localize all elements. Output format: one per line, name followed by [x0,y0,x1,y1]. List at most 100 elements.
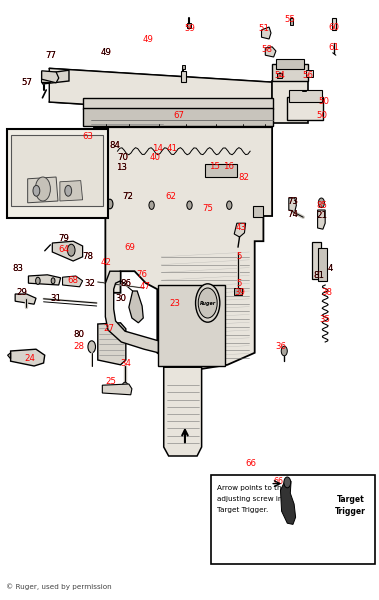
Text: 74: 74 [287,210,298,219]
Text: 28: 28 [73,342,85,351]
Circle shape [284,477,291,488]
Text: 64: 64 [58,245,69,253]
Polygon shape [42,71,59,83]
Text: 13: 13 [116,163,127,173]
Text: 86: 86 [120,278,132,287]
Text: 31: 31 [50,294,62,304]
Text: 47: 47 [139,283,150,291]
Bar [332,18,336,30]
Polygon shape [262,27,271,39]
Text: 25: 25 [105,377,116,385]
Polygon shape [289,198,296,211]
Text: 4: 4 [328,264,333,273]
Text: 80: 80 [73,330,85,340]
Polygon shape [265,47,276,57]
Polygon shape [42,70,69,84]
Text: 76: 76 [136,270,148,279]
Text: 82: 82 [238,173,249,181]
Bar [289,90,322,102]
Circle shape [51,278,55,284]
Text: 83: 83 [13,264,24,273]
Circle shape [227,201,232,209]
Text: 84: 84 [109,140,120,149]
Bar [306,70,313,77]
Bar [187,23,191,28]
Text: 49: 49 [143,34,153,43]
Polygon shape [28,275,61,285]
Text: © Ruger, used by permission: © Ruger, used by permission [6,583,111,590]
Polygon shape [94,127,272,369]
Text: 86: 86 [120,278,132,287]
Polygon shape [164,367,202,456]
Text: 55: 55 [284,14,296,23]
Text: 84: 84 [109,140,120,149]
Text: 81: 81 [313,271,325,280]
Text: 54: 54 [274,70,285,79]
Polygon shape [15,294,36,304]
Text: 81: 81 [313,271,325,280]
Text: 70: 70 [117,152,129,161]
Text: 50: 50 [318,97,330,107]
Text: 78: 78 [82,252,94,262]
Text: 80: 80 [73,330,85,340]
Bar [234,288,242,295]
Polygon shape [28,177,58,203]
Text: 5: 5 [237,278,242,287]
Text: 32: 32 [85,278,96,287]
Text: 63: 63 [82,132,94,141]
Text: 31: 31 [50,294,62,304]
Bar [277,73,282,78]
Text: 16: 16 [222,162,234,172]
Circle shape [65,185,72,196]
Text: 5: 5 [237,252,242,262]
Text: 24: 24 [24,354,35,363]
Text: 57: 57 [22,78,33,87]
Text: 38: 38 [321,289,332,297]
Text: 23: 23 [169,298,181,307]
Text: Target: Target [337,494,365,504]
Text: 42: 42 [100,258,112,267]
Text: 56: 56 [302,70,313,79]
Polygon shape [105,271,158,353]
Circle shape [198,288,217,318]
Bar [272,81,308,123]
Text: 75: 75 [202,204,213,213]
Text: 78: 78 [82,252,94,262]
Text: 4: 4 [328,264,333,273]
Circle shape [318,198,324,208]
Text: Ruger: Ruger [200,301,216,305]
Text: 21: 21 [316,211,327,220]
Polygon shape [11,349,45,366]
Text: 39: 39 [234,289,245,297]
Text: 79: 79 [58,234,69,244]
Circle shape [88,341,96,353]
Polygon shape [234,223,246,237]
Text: 30: 30 [115,294,126,304]
Text: 29: 29 [17,289,27,297]
Text: 74: 74 [287,210,298,219]
Polygon shape [280,480,296,524]
Bar [41,71,50,82]
Text: 27: 27 [103,324,115,334]
Text: 41: 41 [167,144,178,153]
Text: 15: 15 [208,162,220,172]
Text: 49: 49 [101,48,111,57]
Polygon shape [318,210,325,229]
Text: 57: 57 [22,78,33,87]
Text: 49: 49 [101,48,111,57]
Circle shape [107,199,113,209]
Text: 83: 83 [13,264,24,273]
Bar [11,135,103,206]
Text: 43: 43 [235,223,246,232]
Text: 13: 13 [116,163,127,173]
Text: 79: 79 [58,234,69,244]
Text: 70: 70 [117,152,129,161]
Text: 14: 14 [152,144,163,153]
Polygon shape [8,353,11,359]
Bar [205,164,237,177]
Text: Target Trigger.: Target Trigger. [217,507,268,513]
Text: 85: 85 [316,200,327,209]
Text: 58: 58 [262,44,273,53]
Bar [83,108,273,126]
Circle shape [196,284,220,322]
